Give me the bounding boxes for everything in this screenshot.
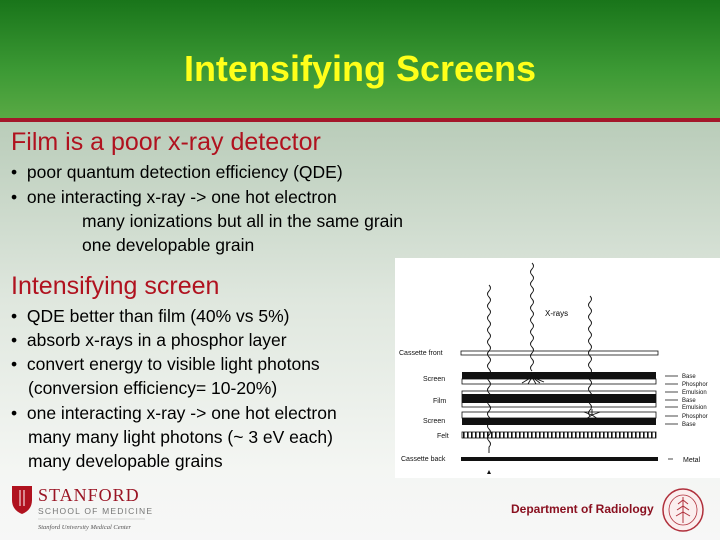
xray-paths [487, 262, 601, 453]
title-bar: Intensifying Screens [0, 0, 720, 120]
label-base: Base [682, 422, 696, 428]
label-emulsion: Emulsion [682, 405, 707, 411]
screen2-phosphor-layer [461, 411, 657, 419]
label-metal: Metal [683, 457, 701, 464]
light-burst [583, 409, 601, 420]
screen-base-layer [462, 372, 656, 379]
section1-heading: Film is a poor x-ray detector [11, 128, 321, 156]
film-base-layer [462, 394, 656, 403]
label-felt: Felt [437, 433, 449, 440]
label-screen: Screen [423, 418, 445, 425]
xray-path [487, 284, 491, 453]
label-phosphor: Phosphor [682, 382, 708, 388]
cassette-diagram: X-rays Cassette front Screen Film Screen… [395, 258, 720, 478]
xray-path [530, 262, 534, 372]
bullet-continuation: many developable grains [28, 451, 223, 471]
bullet: • QDE better than film (40% vs 5%) [11, 306, 290, 326]
layer-arrows [665, 375, 678, 460]
stanford-seal-icon [662, 488, 704, 532]
department-name: Department of Radiology [511, 502, 654, 516]
divider [0, 118, 720, 122]
shield-icon [12, 486, 32, 514]
sub-bullet: one developable grain [82, 235, 255, 255]
xray-path [588, 295, 592, 417]
label-base: Base [682, 374, 696, 380]
light-burst [521, 376, 545, 385]
label-cassette-back: Cassette back [401, 456, 446, 463]
screen-phosphor-layer [461, 378, 657, 385]
bullet-continuation: (conversion efficiency= 10-20%) [28, 378, 278, 398]
label-cassette-front: Cassette front [399, 350, 443, 357]
school-name: SCHOOL OF MEDICINE [38, 506, 153, 516]
stanford-medicine-logo: STANFORD SCHOOL OF MEDICINE Stanford Uni… [10, 484, 155, 539]
bullet: • absorb x-rays in a phosphor layer [11, 330, 287, 350]
stanford-wordmark: STANFORD [38, 485, 140, 505]
cassette-front-layer [460, 350, 659, 356]
metal-layer [461, 457, 658, 461]
label-screen: Screen [423, 376, 445, 383]
bullet: • convert energy to visible light photon… [11, 354, 320, 374]
bullet: • poor quantum detection efficiency (QDE… [11, 162, 343, 182]
bullet: • one interacting x-ray -> one hot elect… [11, 403, 337, 423]
label-film: Film [433, 398, 446, 405]
bullet-continuation: many many light photons (~ 3 eV each) [28, 427, 333, 447]
sub-bullet: many ionizations but all in the same gra… [82, 211, 404, 231]
slide-title: Intensifying Screens [183, 48, 537, 89]
label-base: Base [682, 398, 696, 404]
label-emulsion: Emulsion [682, 390, 707, 396]
section2-heading: Intensifying screen [11, 272, 220, 300]
label-phosphor: Phosphor [682, 414, 708, 420]
screen2-base-layer [462, 418, 656, 425]
xrays-label: X-rays [545, 309, 568, 318]
felt-layer [461, 431, 657, 439]
bullet: • one interacting x-ray -> one hot elect… [11, 187, 337, 207]
medical-center-name: Stanford University Medical Center [38, 524, 132, 531]
